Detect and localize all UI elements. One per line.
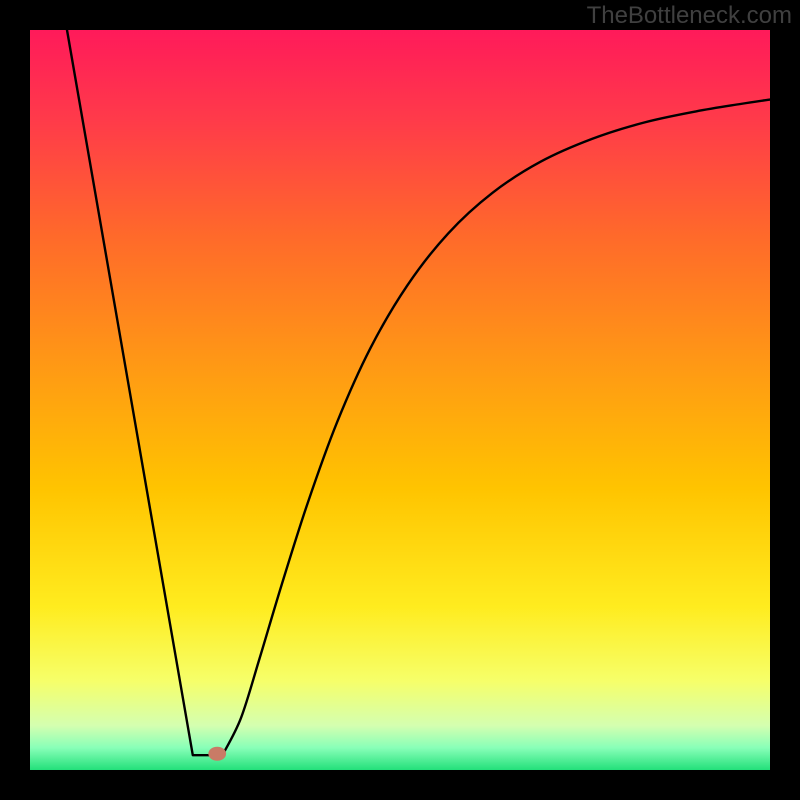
watermark-text: TheBottleneck.com — [587, 2, 792, 30]
chart-frame: TheBottleneck.com — [0, 0, 800, 800]
plot-background — [30, 30, 770, 770]
optimum-marker — [208, 747, 226, 761]
bottleneck-chart — [0, 0, 800, 800]
